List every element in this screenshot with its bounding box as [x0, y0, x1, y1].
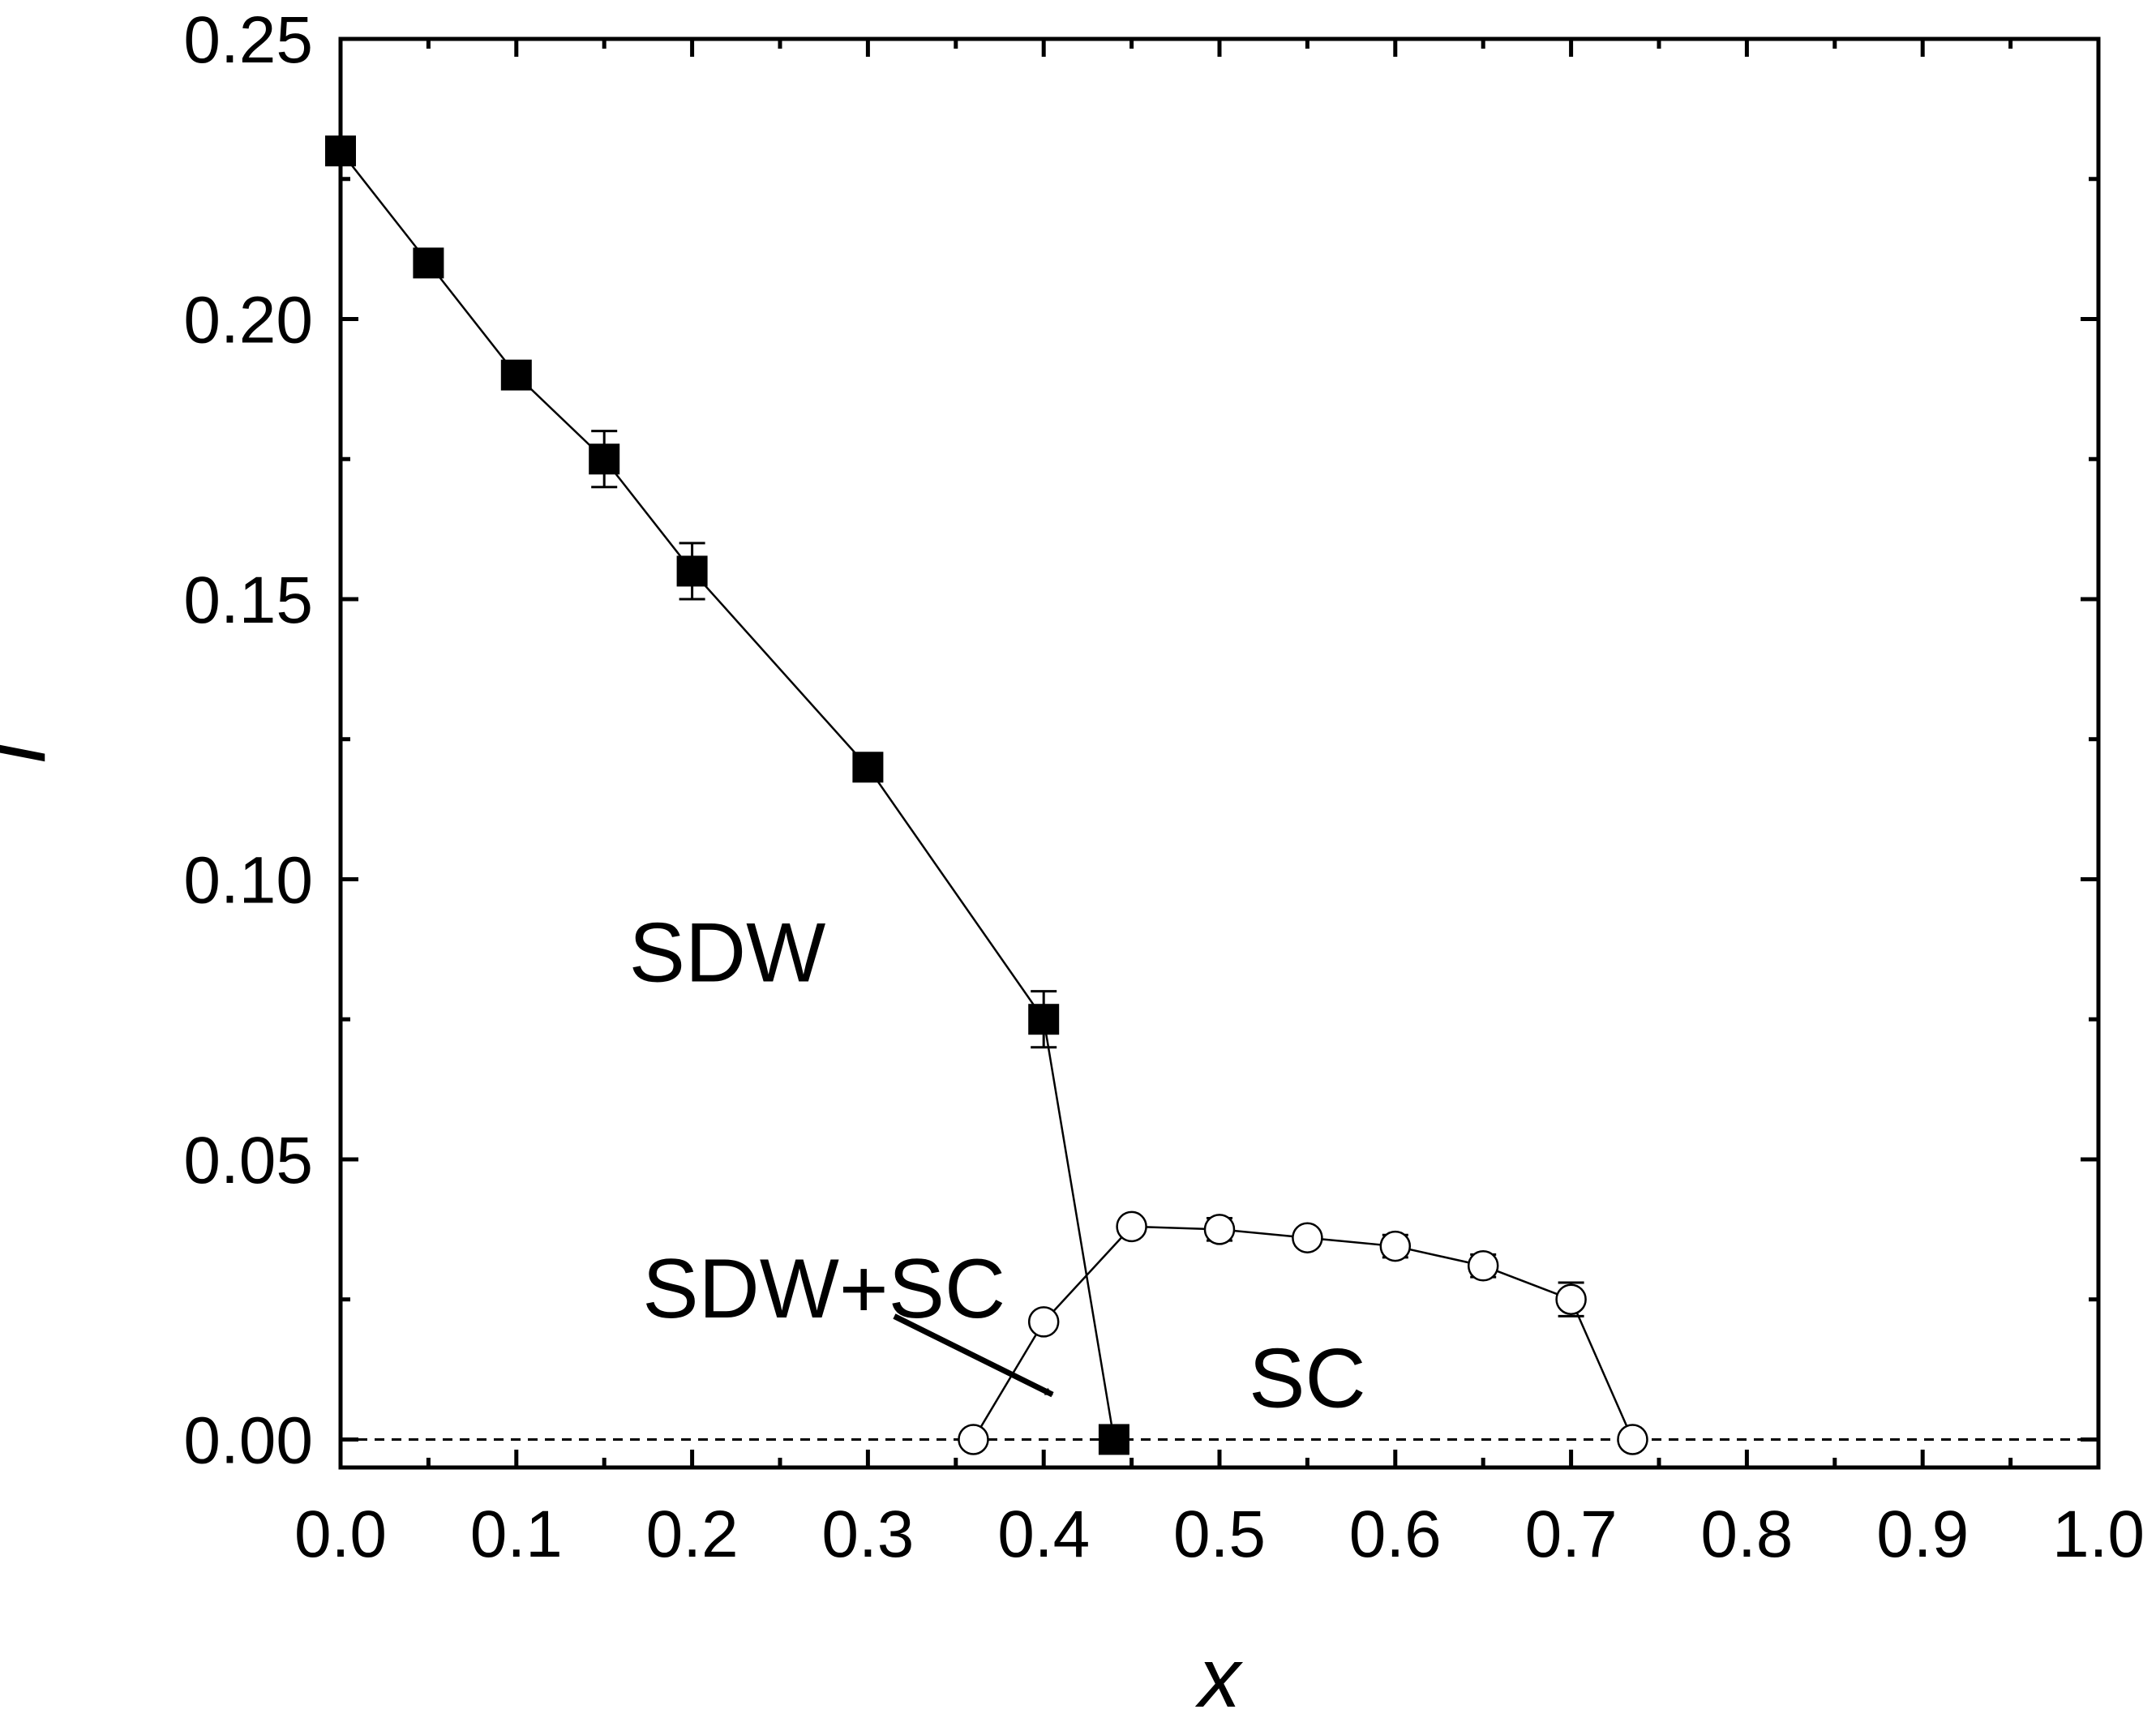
data-point-circle	[1027, 1306, 1060, 1338]
data-point-circle	[1379, 1230, 1412, 1262]
x-tick-label: 0.2	[646, 1497, 739, 1571]
axis-ticks	[338, 36, 2101, 1467]
x-tick-label: 0.4	[997, 1497, 1090, 1571]
x-tick-label: 0.3	[821, 1497, 914, 1571]
region-label: SC	[1249, 1331, 1365, 1425]
x-tick-label: 1.0	[2052, 1497, 2145, 1571]
x-axis-title: x	[1194, 1631, 1244, 1718]
data-point-circle	[1467, 1249, 1499, 1282]
plot-frame	[338, 36, 2101, 1470]
data-point-circle	[1292, 1222, 1323, 1253]
x-tick-label: 0.7	[1525, 1497, 1618, 1571]
x-tick-label: 0.5	[1173, 1497, 1266, 1571]
x-tick-label: 0.0	[294, 1497, 387, 1571]
data-point-circle	[1116, 1210, 1147, 1243]
series-1	[325, 135, 1129, 1455]
region-label: SDW+SC	[642, 1242, 1005, 1336]
data-point-square	[500, 359, 532, 391]
data-point-square	[676, 555, 708, 587]
x-tick-label: 0.9	[1876, 1497, 1969, 1571]
tick-labels: 0.0 0.1 0.2 0.3 0.4 0.5 0.6 0.7 0.8 0.9 1.0 0.00 0.0…	[183, 3, 2145, 1571]
x-tick-label: 0.1	[470, 1497, 563, 1571]
annotation-arrow	[893, 1313, 1054, 1398]
y-tick-label: 0.10	[183, 843, 313, 917]
series-line	[340, 150, 1116, 1440]
data-point-square	[852, 752, 884, 783]
y-axis-title: T	[0, 722, 63, 779]
y-tick-label: 0.05	[183, 1124, 313, 1197]
annotations: SDW SDW+SC SC	[629, 906, 1366, 1425]
data-point-square	[589, 443, 620, 475]
data-point-circle	[1617, 1424, 1648, 1455]
data-point-circle	[1203, 1214, 1236, 1245]
y-tick-label: 0.20	[183, 283, 313, 357]
y-tick-label: 0.25	[183, 3, 313, 77]
y-tick-label: 0.00	[183, 1403, 313, 1477]
data-point-square	[413, 247, 444, 279]
data-series	[325, 135, 1648, 1455]
y-tick-label: 0.15	[183, 563, 313, 637]
x-tick-label: 0.8	[1700, 1497, 1793, 1571]
series-2	[958, 1210, 1648, 1455]
x-tick-label: 0.6	[1349, 1497, 1442, 1571]
region-label: SDW	[629, 906, 826, 1000]
data-point-circle	[958, 1424, 989, 1455]
data-point-square	[1028, 1004, 1060, 1035]
data-point-circle	[1555, 1283, 1587, 1315]
data-point-square	[1098, 1424, 1129, 1455]
